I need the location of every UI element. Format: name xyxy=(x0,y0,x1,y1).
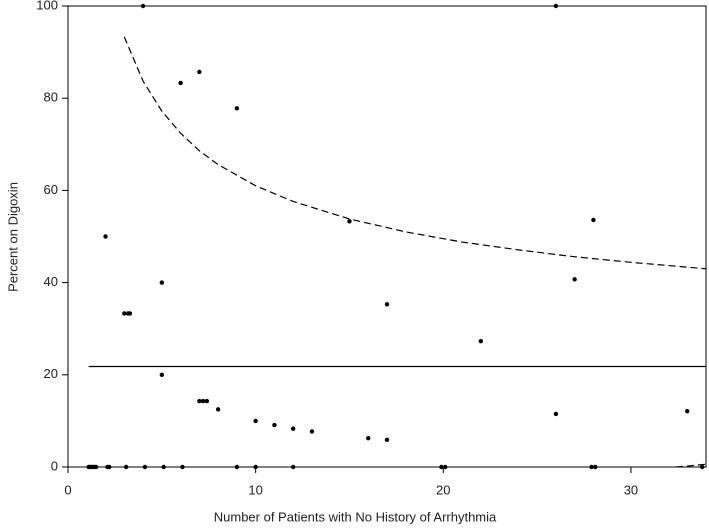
data-point xyxy=(123,464,129,470)
x-tick-label: 30 xyxy=(624,482,638,497)
data-point xyxy=(309,429,315,434)
data-point xyxy=(553,411,559,417)
x-tick-label: 0 xyxy=(64,482,71,497)
data-point xyxy=(253,464,258,470)
data-point xyxy=(127,311,133,316)
data-point xyxy=(178,80,183,86)
data-point xyxy=(122,311,127,316)
y-axis-label: Percent on Digoxin xyxy=(5,182,20,292)
data-point xyxy=(197,398,202,404)
data-point xyxy=(593,464,598,470)
data-point xyxy=(591,217,596,223)
data-point xyxy=(589,464,594,470)
data-point xyxy=(215,407,221,412)
data-point xyxy=(204,398,210,404)
data-point xyxy=(478,338,484,344)
reference-line xyxy=(123,36,707,270)
reference-line xyxy=(675,463,707,468)
data-point xyxy=(572,277,577,282)
data-point xyxy=(161,464,166,470)
data-point xyxy=(107,464,112,470)
data-point xyxy=(347,219,352,224)
data-point xyxy=(140,3,146,9)
data-point xyxy=(253,418,258,424)
data-point xyxy=(234,106,240,111)
x-axis-label: Number of Patients with No History of Ar… xyxy=(214,509,497,524)
data-point xyxy=(700,464,705,470)
data-point xyxy=(180,464,185,470)
x-tick-label: 20 xyxy=(436,482,450,497)
plot-frame xyxy=(67,5,707,468)
data-point xyxy=(197,69,202,75)
data-point xyxy=(159,280,165,285)
data-point xyxy=(200,398,206,404)
data-point xyxy=(103,234,108,239)
data-point xyxy=(290,464,296,470)
data-point xyxy=(142,464,148,470)
data-point xyxy=(384,302,390,307)
y-tick-label: 60 xyxy=(44,182,58,197)
data-point xyxy=(159,372,165,377)
y-tick-label: 0 xyxy=(51,458,58,473)
data-point xyxy=(439,464,444,470)
data-point xyxy=(384,437,390,443)
data-point xyxy=(442,464,448,470)
data-point xyxy=(93,464,99,470)
data-point xyxy=(553,3,559,9)
y-tick-label: 40 xyxy=(44,274,58,289)
data-point xyxy=(366,435,371,441)
data-point xyxy=(234,464,240,470)
y-tick-label: 20 xyxy=(44,366,58,381)
data-point xyxy=(685,409,690,414)
y-tick-label: 80 xyxy=(44,90,58,105)
data-point xyxy=(272,422,277,428)
x-tick-label: 10 xyxy=(248,482,262,497)
data-point xyxy=(290,426,296,431)
y-tick-label: 100 xyxy=(36,0,58,12)
